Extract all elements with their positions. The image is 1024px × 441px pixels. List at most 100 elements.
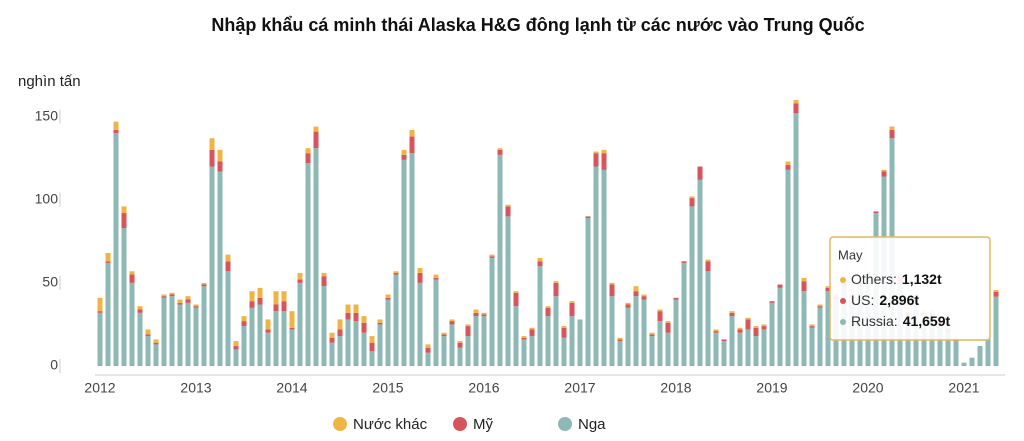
bar-segment bbox=[993, 296, 999, 366]
bar-segment bbox=[745, 319, 751, 330]
tooltip-label: Russia: bbox=[851, 313, 898, 329]
bar-segment bbox=[145, 334, 151, 337]
bar-segment bbox=[393, 272, 399, 275]
bar-segment bbox=[105, 252, 111, 262]
bar-segment bbox=[633, 286, 639, 292]
bar-segment bbox=[329, 337, 335, 343]
bar-segment bbox=[505, 216, 511, 366]
bar-segment bbox=[201, 282, 207, 285]
bar-segment bbox=[585, 218, 591, 366]
bar-segment bbox=[945, 332, 951, 366]
bar-segment bbox=[641, 296, 647, 300]
bar-segment bbox=[97, 297, 103, 312]
bar-segment bbox=[761, 329, 767, 366]
tooltip-value: 2,896t bbox=[879, 292, 919, 308]
bar-segment bbox=[817, 306, 823, 308]
bar-segment bbox=[489, 257, 495, 366]
bar-segment bbox=[793, 113, 799, 366]
bar-segment bbox=[393, 274, 399, 366]
bar-segment bbox=[249, 301, 255, 308]
bar-segment bbox=[273, 311, 279, 366]
bar-segment bbox=[737, 332, 743, 366]
bar-segment bbox=[785, 169, 791, 366]
bar-segment bbox=[617, 339, 623, 342]
bar-segment bbox=[313, 126, 319, 132]
bar-segment bbox=[809, 326, 815, 328]
bar-segment bbox=[713, 329, 719, 332]
bar-segment bbox=[169, 294, 175, 297]
bar-segment bbox=[105, 262, 111, 366]
bar-segment bbox=[345, 319, 351, 366]
bar-segment bbox=[969, 357, 975, 366]
bar-segment bbox=[977, 346, 983, 366]
bar-segment bbox=[889, 126, 895, 130]
bar-segment bbox=[353, 321, 359, 366]
bar-segment bbox=[561, 326, 567, 328]
bar-segment bbox=[521, 336, 527, 338]
bar-segment bbox=[377, 319, 383, 323]
bar-segment bbox=[809, 327, 815, 366]
tooltip-marker bbox=[840, 298, 846, 304]
bar-segment bbox=[233, 349, 239, 366]
bar-segment bbox=[521, 339, 527, 366]
y-axis-label: nghìn tấn bbox=[18, 73, 81, 90]
bar-segment bbox=[473, 312, 479, 317]
bar-segment bbox=[329, 342, 335, 366]
bar-segment bbox=[129, 271, 135, 275]
bar-segment bbox=[441, 334, 447, 337]
y-tick-label: 150 bbox=[35, 107, 59, 123]
bar-segment bbox=[809, 324, 815, 327]
bar-segment bbox=[529, 336, 535, 366]
bar-segment bbox=[361, 322, 367, 333]
bar-segment bbox=[369, 336, 375, 343]
bar-segment bbox=[569, 301, 575, 303]
tooltip-label: US: bbox=[851, 292, 874, 308]
bar-segment bbox=[473, 316, 479, 366]
bar-segment bbox=[689, 198, 695, 207]
bar-segment bbox=[721, 341, 727, 366]
bar-segment bbox=[665, 321, 671, 323]
bar-segment bbox=[145, 329, 151, 335]
bar-segment bbox=[209, 149, 215, 167]
bar-segment bbox=[441, 336, 447, 366]
bar-segment bbox=[361, 316, 367, 323]
bar-segment bbox=[561, 327, 567, 338]
bar-segment bbox=[377, 324, 383, 366]
y-tick-label: 0 bbox=[50, 357, 58, 373]
tooltip-value: 41,659t bbox=[903, 313, 951, 329]
bar-segment bbox=[337, 329, 343, 337]
bar-segment bbox=[433, 277, 439, 280]
bar-segment bbox=[353, 312, 359, 322]
bar-segment bbox=[193, 304, 199, 307]
x-tick-label: 2015 bbox=[372, 380, 403, 396]
bar-segment bbox=[609, 296, 615, 366]
tooltip-value: 1,132t bbox=[902, 271, 942, 287]
bar-segment bbox=[729, 311, 735, 313]
bar-segment bbox=[425, 352, 431, 366]
bar-segment bbox=[305, 148, 311, 154]
bar-segment bbox=[121, 213, 127, 229]
bar-segment bbox=[873, 211, 879, 214]
bar-segment bbox=[537, 261, 543, 267]
bar-segment bbox=[417, 282, 423, 366]
bar-segment bbox=[689, 196, 695, 199]
bar-segment bbox=[249, 307, 255, 366]
y-tick-label: 100 bbox=[35, 190, 59, 206]
bar-segment bbox=[449, 321, 455, 325]
bar-segment bbox=[113, 133, 119, 366]
bar-segment bbox=[393, 271, 399, 273]
bar-segment bbox=[785, 161, 791, 165]
bar-segment bbox=[169, 292, 175, 295]
bar-segment bbox=[145, 336, 151, 366]
bar-segment bbox=[993, 291, 999, 297]
x-tick-label: 2014 bbox=[276, 380, 307, 396]
bar-segment bbox=[313, 148, 319, 366]
bar-segment bbox=[641, 294, 647, 297]
bar-segment bbox=[361, 332, 367, 366]
bar-segment bbox=[729, 312, 735, 317]
bar-segment bbox=[545, 316, 551, 366]
bar-segment bbox=[209, 166, 215, 366]
bar-segment bbox=[497, 148, 503, 150]
bar-segment bbox=[153, 342, 159, 345]
bar-segment bbox=[529, 329, 535, 337]
